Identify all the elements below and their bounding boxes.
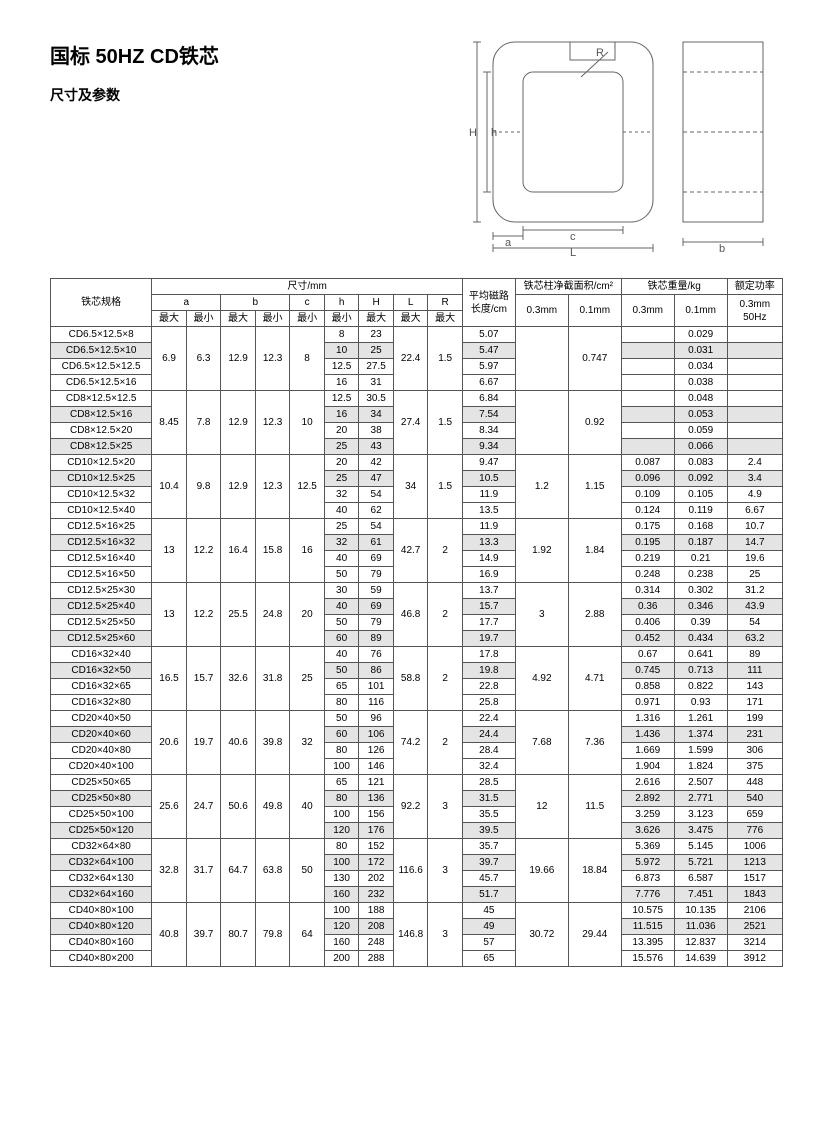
col-spec: 铁芯规格 xyxy=(51,279,152,327)
spec-table: 铁芯规格 尺寸/mm 平均磁路长度/cm 铁芯柱净截面积/cm² 铁芯重量/kg… xyxy=(50,278,783,967)
col-rated: 额定功率 xyxy=(727,279,782,295)
page-subtitle: 尺寸及参数 xyxy=(50,85,219,105)
svg-text:b: b xyxy=(719,243,725,255)
table-row: CD40×80×10040.839.780.779.864100188146.8… xyxy=(51,903,783,919)
table-row: CD20×40×5020.619.740.639.832509674.2222.… xyxy=(51,711,783,727)
table-row: CD12.5×16×251312.216.415.816255442.7211.… xyxy=(51,519,783,535)
table-row: CD32×64×8032.831.764.763.85080152116.633… xyxy=(51,839,783,855)
table-row: CD25×50×6525.624.750.649.8406512192.2328… xyxy=(51,775,783,791)
col-path: 平均磁路长度/cm xyxy=(462,279,515,327)
svg-text:a: a xyxy=(505,237,512,249)
table-row: CD12.5×25×301312.225.524.820305946.8213.… xyxy=(51,583,783,599)
col-weight: 铁芯重量/kg xyxy=(621,279,727,295)
svg-text:R: R xyxy=(596,47,604,59)
page-title: 国标 50HZ CD铁芯 xyxy=(50,40,219,69)
svg-text:H: H xyxy=(469,127,477,139)
svg-text:c: c xyxy=(570,231,576,243)
core-diagram: R H h a c L b xyxy=(463,32,783,260)
table-row: CD6.5×12.5×86.96.312.912.3882322.41.55.0… xyxy=(51,327,783,343)
col-cross: 铁芯柱净截面积/cm² xyxy=(515,279,621,295)
col-dim: 尺寸/mm xyxy=(152,279,463,295)
svg-text:h: h xyxy=(491,127,497,139)
table-header: 铁芯规格 尺寸/mm 平均磁路长度/cm 铁芯柱净截面积/cm² 铁芯重量/kg… xyxy=(51,279,783,327)
svg-text:L: L xyxy=(570,247,576,257)
table-row: CD16×32×4016.515.732.631.825407658.8217.… xyxy=(51,647,783,663)
table-row: CD10×12.5×2010.49.812.912.312.52042341.5… xyxy=(51,455,783,471)
table-row: CD8×12.5×12.58.457.812.912.31012.530.527… xyxy=(51,391,783,407)
